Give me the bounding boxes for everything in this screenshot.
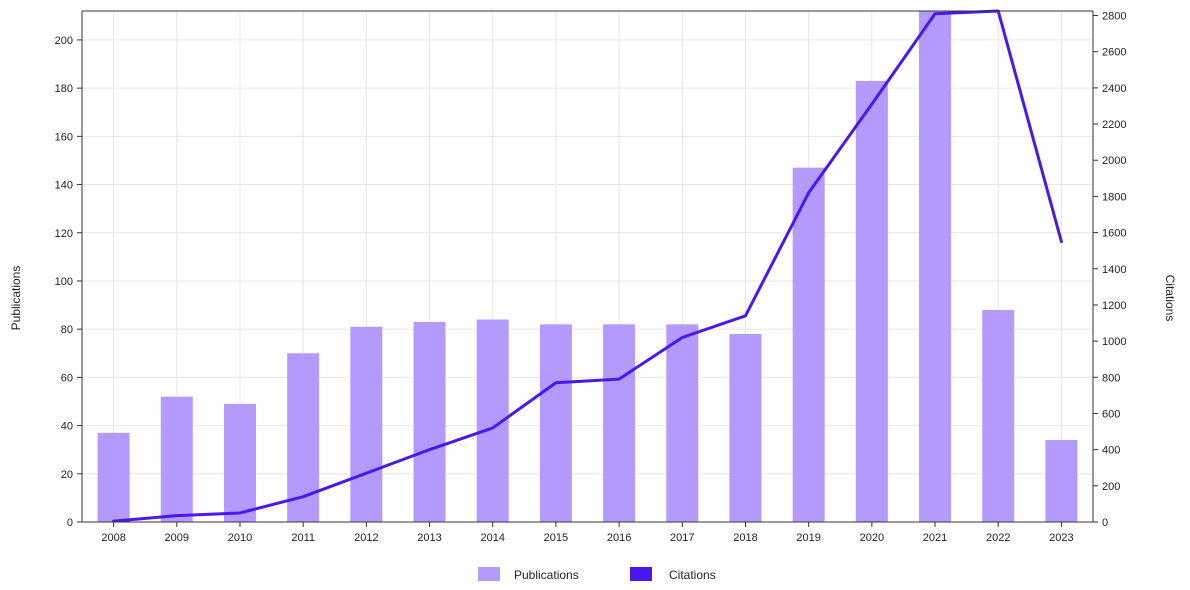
legend-swatch-citations	[630, 567, 652, 581]
y2-tick-label: 2200	[1102, 119, 1126, 131]
x-tick-label: 2017	[670, 532, 694, 544]
y-tick-label: 20	[61, 469, 73, 481]
y-tick-label: 180	[55, 83, 73, 95]
bar-publications	[729, 333, 762, 522]
x-tick-label: 2018	[733, 532, 757, 544]
y-tick-label: 120	[55, 228, 73, 240]
bar-publications	[982, 309, 1015, 522]
y2-tick-label: 400	[1102, 445, 1120, 457]
legend: Publications Citations	[478, 567, 716, 582]
x-tick-label: 2020	[860, 532, 884, 544]
y-tick-label: 40	[61, 421, 73, 433]
y2-tick-label: 1200	[1102, 300, 1126, 312]
y-tick-label: 160	[55, 131, 73, 143]
x-tick-label: 2009	[165, 532, 189, 544]
line-citations	[112, 9, 1063, 523]
y2-tick-label: 1400	[1102, 264, 1126, 276]
y2-tick-label: 200	[1102, 481, 1120, 493]
bar-publications	[350, 326, 383, 522]
x-tick-label: 2013	[417, 532, 441, 544]
x-tick-label: 2021	[923, 532, 947, 544]
legend-swatch-publications	[478, 567, 500, 581]
y-tick-label: 100	[55, 276, 73, 288]
bar-publications	[666, 324, 699, 522]
y2-tick-label: 2000	[1102, 155, 1126, 167]
bar-publications	[1045, 440, 1078, 522]
legend-label-publications: Publications	[514, 568, 579, 582]
x-tick-label: 2015	[544, 532, 568, 544]
bar-publications	[855, 80, 888, 522]
y-tick-label: 60	[61, 372, 73, 384]
x-tick-label: 2022	[986, 532, 1010, 544]
bar-publications	[603, 324, 636, 522]
y-axis-title: Publications	[9, 266, 23, 331]
bar-publications	[792, 167, 825, 522]
y-tick-label: 140	[55, 180, 73, 192]
x-tick-label: 2014	[480, 532, 504, 544]
legend-label-citations: Citations	[669, 568, 716, 582]
axes	[77, 10, 1098, 527]
y2-tick-label: 600	[1102, 408, 1120, 420]
y-tick-label: 80	[61, 324, 73, 336]
x-tick-label: 2019	[796, 532, 820, 544]
bar-publications	[919, 11, 952, 522]
x-tick-label: 2016	[607, 532, 631, 544]
y2-tick-label: 1800	[1102, 191, 1126, 203]
y2-tick-label: 2600	[1102, 47, 1126, 59]
x-tick-label: 2010	[228, 532, 252, 544]
y2-tick-label: 0	[1102, 517, 1108, 529]
bar-publications	[413, 321, 446, 522]
y-tick-label: 0	[67, 517, 73, 529]
line-group	[112, 9, 1063, 523]
bar-publications	[160, 396, 193, 522]
x-tick-label: 2008	[101, 532, 125, 544]
bar-publications	[223, 403, 256, 522]
tick-labels: 0204060801001201401601802000200400600800…	[55, 11, 1127, 544]
bar-publications	[539, 324, 572, 522]
y-tick-label: 200	[55, 35, 73, 47]
x-tick-label: 2011	[291, 532, 315, 544]
y2-tick-label: 800	[1102, 372, 1120, 384]
y2-axis-title: Citations	[1163, 275, 1177, 322]
y2-tick-label: 1600	[1102, 228, 1126, 240]
bar-publications	[97, 432, 130, 522]
y2-tick-label: 1000	[1102, 336, 1126, 348]
x-tick-label: 2012	[354, 532, 378, 544]
x-tick-label: 2023	[1049, 532, 1073, 544]
y2-tick-label: 2400	[1102, 83, 1126, 95]
y2-tick-label: 2800	[1102, 11, 1126, 23]
